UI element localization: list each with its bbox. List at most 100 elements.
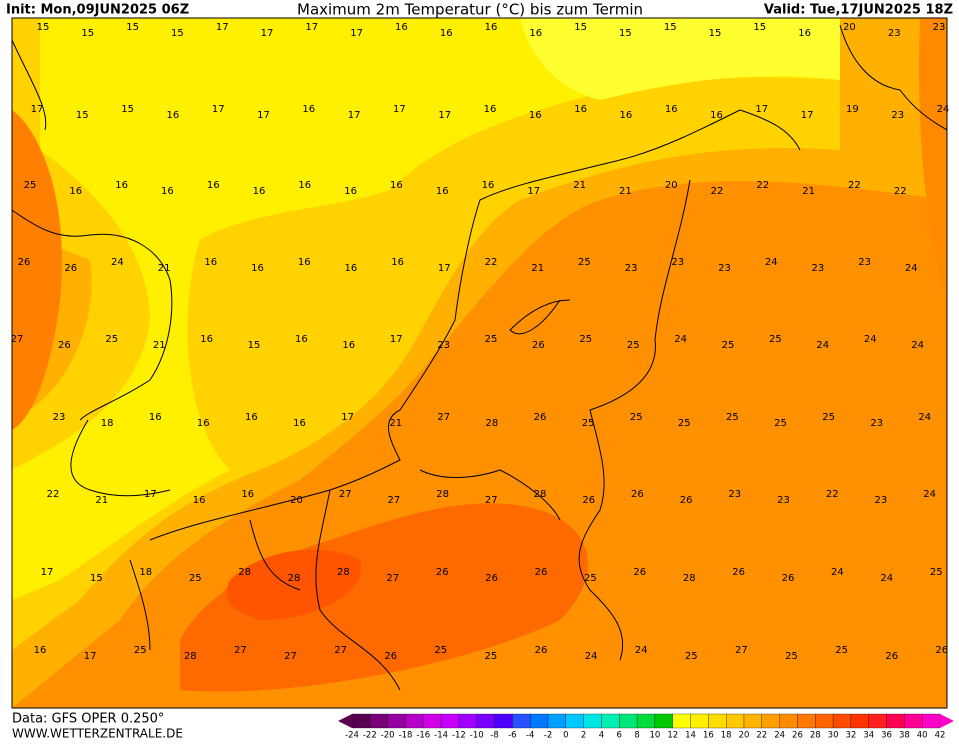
temperature-value: 16 <box>485 22 498 33</box>
colorbar-label: 24 <box>774 731 785 741</box>
temperature-value: 24 <box>937 104 950 115</box>
colorbar-swatch <box>405 713 424 729</box>
map-title: Maximum 2m Temperatur (°C) bis zum Termi… <box>297 1 643 19</box>
temperature-value: 23 <box>671 257 684 268</box>
temperature-value: 25 <box>579 334 592 345</box>
temperature-value: 25 <box>134 645 147 656</box>
temperature-value: 17 <box>341 412 354 423</box>
colorbar-label: 38 <box>899 731 910 741</box>
temperature-value: 15 <box>619 28 632 39</box>
temperature-value: 28 <box>337 567 350 578</box>
temperature-value: 22 <box>894 186 907 197</box>
temperature-value: 24 <box>816 340 829 351</box>
temperature-value: 28 <box>534 489 547 500</box>
temperature-value: 21 <box>389 418 402 429</box>
colorbar-label: -12 <box>452 731 466 741</box>
colorbar-label: -22 <box>363 731 377 741</box>
temperature-value: 27 <box>735 645 748 656</box>
colorbar-label: 20 <box>739 731 750 741</box>
temperature-value: 27 <box>437 412 450 423</box>
temperature-value: 25 <box>685 651 698 662</box>
temperature-value: 25 <box>584 573 597 584</box>
temperature-value: 20 <box>290 495 303 506</box>
temperature-value: 20 <box>665 180 678 191</box>
temperature-value: 16 <box>34 645 47 656</box>
temperature-value: 24 <box>911 340 924 351</box>
colorbar-swatch <box>636 713 656 729</box>
temperature-value: 24 <box>635 645 648 656</box>
temperature-value: 16 <box>665 104 678 115</box>
temperature-value: 17 <box>438 110 451 121</box>
temperature-value: 21 <box>153 340 166 351</box>
colorbar-swatch <box>547 713 566 729</box>
temperature-value: 25 <box>630 412 643 423</box>
temperature-value: 16 <box>298 257 311 268</box>
temperature-value: 21 <box>158 263 171 274</box>
colorbar-label: -6 <box>508 731 516 741</box>
temperature-value: 26 <box>633 567 646 578</box>
temperature-value: 25 <box>722 340 735 351</box>
colorbar-label: 12 <box>667 731 678 741</box>
colorbar-label: -18 <box>399 731 413 741</box>
temperature-value: 26 <box>782 573 795 584</box>
temperature-value: 15 <box>709 28 722 39</box>
temperature-value: 16 <box>295 334 308 345</box>
temperature-value: 16 <box>298 180 311 191</box>
temperature-value: 25 <box>627 340 640 351</box>
temperature-value: 15 <box>90 573 103 584</box>
colorbar-swatch <box>369 713 388 729</box>
valid-time: Valid: Tue,17JUN2025 18Z <box>764 3 953 18</box>
temperature-value: 24 <box>864 334 877 345</box>
temperature-value: 15 <box>171 28 184 39</box>
temperature-value: 28 <box>683 573 696 584</box>
colorbar-label: 16 <box>703 731 714 741</box>
temperature-value: 23 <box>728 489 741 500</box>
temperature-value: 24 <box>765 257 778 268</box>
temperature-value: 26 <box>534 412 547 423</box>
colorbar-swatch <box>886 713 905 729</box>
temperature-value: 28 <box>184 651 197 662</box>
temperature-value: 17 <box>305 22 318 33</box>
temperature-value: 16 <box>245 412 258 423</box>
temperature-value: 23 <box>888 28 901 39</box>
temperature-value: 26 <box>485 573 498 584</box>
temperature-value: 16 <box>395 22 408 33</box>
temperature-value: 25 <box>785 651 798 662</box>
temperature-value: 16 <box>620 110 633 121</box>
temperature-value: 16 <box>193 495 206 506</box>
temperature-value: 16 <box>207 180 220 191</box>
colorbar-label: -14 <box>434 731 448 741</box>
temperature-value: 25 <box>726 412 739 423</box>
temperature-value: 15 <box>37 22 50 33</box>
temperature-value: 16 <box>482 180 495 191</box>
colorbar-swatch <box>850 713 869 729</box>
temperature-value: 16 <box>293 418 306 429</box>
temperature-value: 17 <box>84 651 97 662</box>
colorbar-label: 30 <box>828 731 839 741</box>
temperature-value: 17 <box>261 28 274 39</box>
coastline <box>12 24 947 651</box>
temperature-value: 16 <box>253 186 266 197</box>
colorbar-arrow <box>940 714 954 728</box>
colorbar-swatch <box>458 713 477 729</box>
temperature-value: 23 <box>437 340 450 351</box>
colorbar-label: -10 <box>470 731 484 741</box>
temperature-value: 26 <box>885 651 898 662</box>
colorbar-swatch <box>832 713 852 729</box>
temperature-value: 22 <box>47 489 60 500</box>
temperature-value: 26 <box>535 567 548 578</box>
colorbar-label: 8 <box>634 731 639 741</box>
colorbar-swatch <box>779 713 798 729</box>
temperature-value: 17 <box>41 567 54 578</box>
border <box>249 179 691 691</box>
colorbar-swatch <box>583 713 602 729</box>
temperature-value: 22 <box>756 180 769 191</box>
temperature-value: 22 <box>485 257 498 268</box>
temperature-value: 16 <box>197 418 210 429</box>
temperature-value: 16 <box>69 186 82 197</box>
temperature-value: 15 <box>126 22 139 33</box>
colorbar-label: 4 <box>599 731 604 741</box>
temperature-value: 15 <box>81 28 94 39</box>
temperature-value: 16 <box>574 104 587 115</box>
temperature-value: 17 <box>31 104 44 115</box>
